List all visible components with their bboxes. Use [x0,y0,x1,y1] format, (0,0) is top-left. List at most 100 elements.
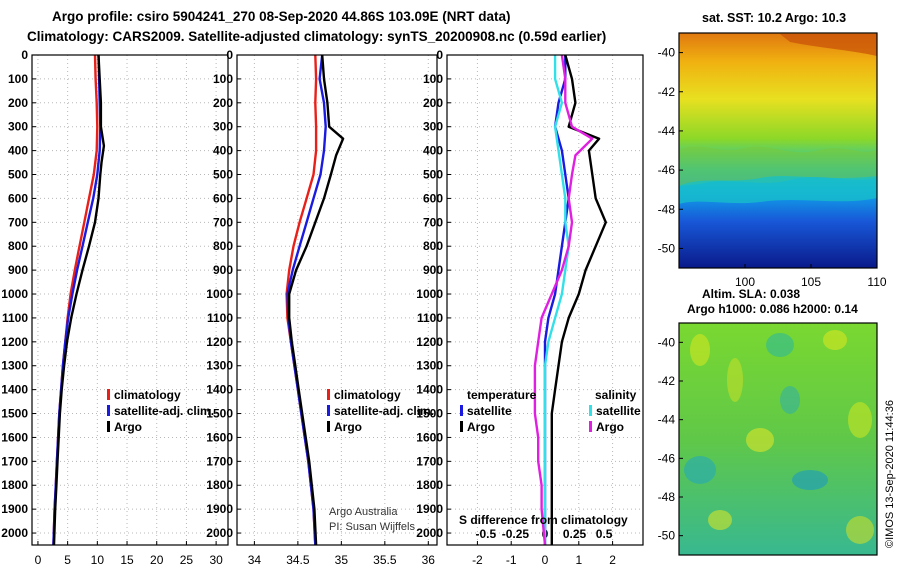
y-tick-label: 1800 [416,478,443,492]
legend-swatch-sal-argo [589,421,592,432]
y-tick-label: 200 [8,96,28,110]
x-tick-label: 34.5 [286,553,310,567]
legend-swatch-satellite [107,405,110,416]
y-tick-label: 1300 [206,359,233,373]
salinity-panel: 0 100 200 300 400 500 600 700 800 900 1000 1100 1200… [206,48,438,567]
y-tick-label: 1600 [1,430,28,444]
temperature-panel: 0100200300400500600700800900100011001200… [1,48,229,567]
x-tick-label-salinity: -0.5 [476,527,497,541]
y-tick-label: 400 [213,144,233,158]
legend-swatch-climatology [107,389,110,400]
credit-argo-australia: Argo Australia [329,506,398,518]
y-tick-label: 1600 [416,430,443,444]
sst-map-frame [678,32,878,269]
legend-title-salinity: salinity [595,388,637,402]
series-line-argo [52,54,106,546]
map-y-tick-label: -46 [658,163,676,177]
sst-map-panel: sat. SST: 10.2 Argo: 10.3 -40 -42 -44 -46 -4… [658,11,887,289]
y-tick-label: 1300 [416,359,443,373]
y-tick-label: 300 [213,120,233,134]
y-tick-label: 1900 [416,502,443,516]
plot-frame [446,54,644,546]
y-tick-label: 1700 [206,454,233,468]
y-tick-label: 1000 [206,287,233,301]
difference-xlabel: S difference from climatology [459,513,628,527]
x-tick-label: 0 [542,553,549,567]
y-tick-label: 200 [423,96,443,110]
y-tick-label: 0 [436,48,443,62]
y-tick-label: 500 [8,168,28,182]
y-tick-label: 1800 [206,478,233,492]
series-line-argo [288,54,345,546]
legend-swatch-satellite [327,405,330,416]
map-y-tick-label: -50 [658,529,676,543]
y-tick-label: 700 [423,215,443,229]
y-tick-label: 100 [213,72,233,86]
map-x-tick-label: 110 [867,275,886,289]
x-tick-label-salinity: 0.25 [563,527,587,541]
y-tick-label: 1700 [416,454,443,468]
x-tick-label: 30 [209,553,223,567]
sst-front-cyan [679,176,877,204]
y-tick-label: 1900 [206,502,233,516]
legend-label-argo: Argo [334,420,362,434]
series-line-climatology [285,54,318,546]
series-line-satellite [52,54,102,546]
y-tick-label: 800 [8,239,28,253]
x-tick-label: 0 [35,553,42,567]
difference-panel: 0100200300400500600700800900100011001200… [416,48,644,567]
legend-label-satellite: satellite-adj. clim. [334,404,434,418]
y-tick-label: 1200 [206,335,233,349]
temperature-legend: climatology satellite-adj. clim. Argo [107,388,214,434]
y-tick-label: 0 [21,48,28,62]
legend-label-climatology: climatology [334,388,401,402]
y-tick-label: 2000 [206,526,233,540]
sla-map-frame [678,322,878,556]
x-tick-label-salinity: -0.25 [502,527,530,541]
y-tick-label: 500 [213,168,233,182]
sst-warm-patch [780,34,877,56]
y-tick-label: 1100 [207,311,233,325]
map-y-tick-label: -40 [658,335,676,349]
y-tick-label: 600 [8,191,28,205]
header-title: Argo profile: csiro 5904241_270 08-Sep-2… [52,9,510,24]
y-tick-label: 400 [423,144,443,158]
map-y-tick-label: -50 [658,241,676,255]
series-line-satellite [286,54,327,546]
legend-label-climatology: climatology [114,388,181,402]
map-x-tick-label: 100 [735,275,755,289]
y-tick-label: 900 [213,263,233,277]
y-tick-label: 1100 [2,311,28,325]
y-tick-label: 300 [8,120,28,134]
sst-map-title: sat. SST: 10.2 Argo: 10.3 [702,11,846,25]
y-tick-label: 1700 [1,454,28,468]
legend-swatch-temp-satellite [460,405,463,416]
y-tick-label: 800 [213,239,233,253]
plot-frame [236,54,438,546]
y-tick-label: 600 [423,191,443,205]
y-tick-label: 1100 [417,311,443,325]
legend-label-argo: Argo [114,420,142,434]
series-line-salinity_satellite [543,55,570,545]
x-tick-label: 10 [91,553,105,567]
x-tick-label: -1 [506,553,517,567]
y-tick-label: 600 [213,191,233,205]
map-y-tick-label: -48 [658,490,676,504]
series-line-salinity_argo [533,54,594,546]
y-tick-label: 100 [423,72,443,86]
header-subtitle: Climatology: CARS2009. Satellite-adjuste… [27,29,606,44]
y-tick-label: 1400 [1,383,28,397]
footer-credit: ©IMOS 13-Sep-2020 11:44:36 [884,400,896,548]
legend-label-temp-satellite: satellite [467,404,512,418]
y-tick-label: 2000 [1,526,28,540]
legend-swatch-temp-argo [460,421,463,432]
map-y-tick-label: -40 [658,46,676,60]
y-tick-label: 300 [423,120,443,134]
x-tick-label: 35.5 [373,553,397,567]
map-y-tick-label: -42 [658,374,676,388]
x-tick-label: 5 [64,553,71,567]
y-tick-label: 1200 [1,335,28,349]
sla-map-subtitle: Argo h1000: 0.086 h2000: 0.14 [687,302,858,316]
x-tick-label: -2 [472,553,483,567]
